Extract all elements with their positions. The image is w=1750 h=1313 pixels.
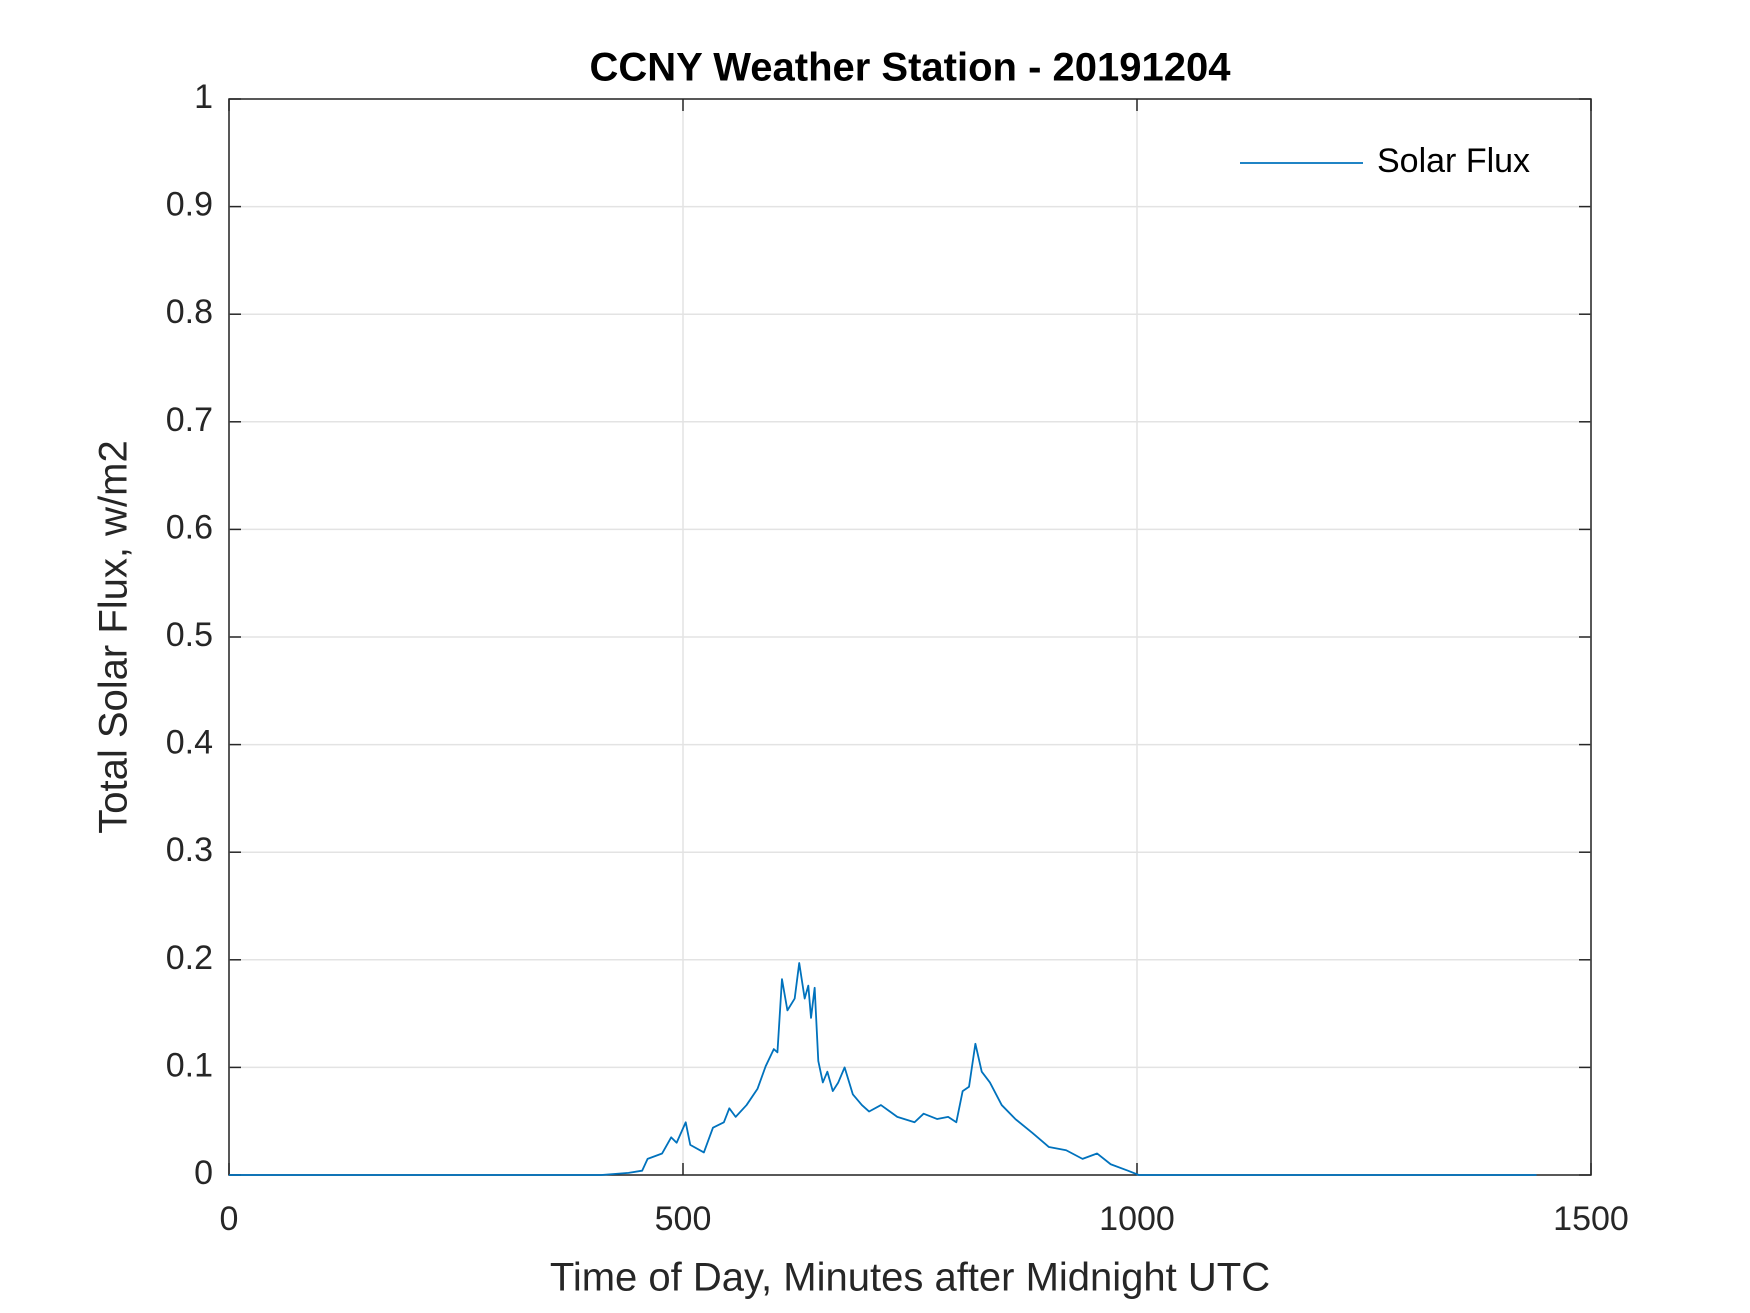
y-tick-label: 1 bbox=[194, 78, 213, 116]
y-tick-label: 0.1 bbox=[166, 1046, 213, 1084]
y-tick-label: 0.3 bbox=[166, 831, 213, 869]
chart-title: CCNY Weather Station - 20191204 bbox=[590, 46, 1232, 90]
y-axis-label: Total Solar Flux, w/m2 bbox=[92, 440, 136, 833]
y-tick-label: 0.8 bbox=[166, 293, 213, 331]
x-tick-label: 1500 bbox=[1553, 1200, 1629, 1238]
legend-label: Solar Flux bbox=[1377, 142, 1530, 180]
y-tick-label: 0.9 bbox=[166, 186, 213, 224]
x-tick-label: 0 bbox=[220, 1200, 239, 1238]
plot-frame bbox=[228, 98, 1592, 1176]
x-tick-label: 500 bbox=[655, 1200, 712, 1238]
x-tick-label: 1000 bbox=[1099, 1200, 1175, 1238]
y-tick-label: 0 bbox=[194, 1154, 213, 1192]
y-tick-label: 0.5 bbox=[166, 616, 213, 654]
data-line bbox=[229, 962, 1537, 1176]
y-tick-label: 0.6 bbox=[166, 508, 213, 546]
y-tick-label: 0.2 bbox=[166, 939, 213, 977]
x-axis-label: Time of Day, Minutes after Midnight UTC bbox=[550, 1256, 1270, 1300]
y-tick-label: 0.7 bbox=[166, 401, 213, 439]
y-tick-label: 0.4 bbox=[166, 724, 213, 762]
